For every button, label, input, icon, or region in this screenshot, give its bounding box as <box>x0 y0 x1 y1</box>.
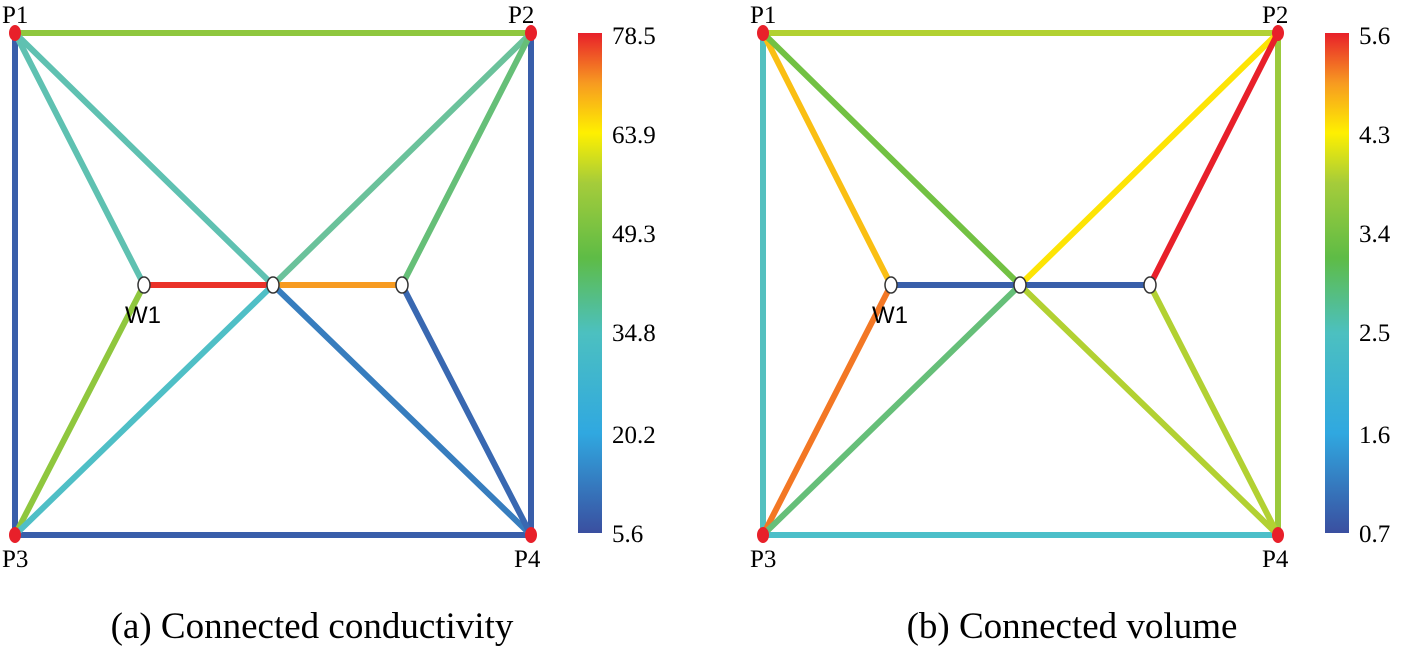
colorbar-a-tick: 20.2 <box>612 422 656 449</box>
junction-node-c <box>1013 276 1027 294</box>
producer-node-p1 <box>9 25 21 41</box>
edge-p1-w1 <box>12 30 147 288</box>
colorbar-b-tick: 2.5 <box>1359 320 1390 347</box>
edge-p1-c <box>760 30 1023 288</box>
colorbar-b-tick: 0.7 <box>1359 521 1390 548</box>
producer-node-p1 <box>757 25 769 41</box>
edge-p2-w2 <box>399 30 534 288</box>
node-label-p3: P3 <box>750 546 776 573</box>
node-label-p1: P1 <box>750 2 776 29</box>
colorbar-b-tick: 4.3 <box>1359 122 1390 149</box>
edges-a <box>12 30 534 538</box>
colorbar-a-tick: 5.6 <box>612 521 643 548</box>
colorbar-b-tick: 3.4 <box>1359 221 1391 248</box>
node-label-p3: P3 <box>2 546 28 573</box>
colorbar-a-tick: 78.5 <box>612 23 656 50</box>
junction-node-c <box>266 276 280 294</box>
colorbar-a <box>578 33 602 533</box>
colorbar-b-tick: 1.6 <box>1359 422 1390 449</box>
edge-p3-w1 <box>12 282 147 538</box>
well-label-w1: W1 <box>125 302 161 329</box>
panel-a: P1 P2 P3 P4 W1 78.5 63.9 49.3 34.8 20.2 … <box>2 2 656 647</box>
edges-b <box>760 30 1281 538</box>
colorbar-a-tick: 49.3 <box>612 221 656 248</box>
node-label-p4: P4 <box>1262 546 1289 573</box>
edge-p3-c <box>12 282 276 538</box>
producer-node-p2 <box>1272 25 1284 41</box>
edge-p3-w1 <box>760 282 894 538</box>
colorbar-a-tick: 63.9 <box>612 122 656 149</box>
colorbar-a-tick: 34.8 <box>612 320 656 347</box>
caption-a: (a) Connected conductivity <box>111 606 514 647</box>
producer-node-p4 <box>525 527 537 543</box>
junction-node-w1 <box>884 276 898 294</box>
colorbar-b-tick: 5.6 <box>1359 23 1390 50</box>
producer-node-p3 <box>757 527 769 543</box>
edge-p1-w1 <box>760 30 894 288</box>
node-label-p2: P2 <box>508 2 534 29</box>
edge-p1-c <box>12 30 276 288</box>
caption-b: (b) Connected volume <box>907 606 1238 647</box>
edge-w2-p4 <box>399 282 534 538</box>
edge-p3-c <box>760 282 1023 538</box>
edge-w2-p4 <box>1147 282 1281 538</box>
edge-p2-c <box>1017 30 1281 288</box>
junction-node-w2 <box>1143 276 1157 294</box>
producer-node-p2 <box>525 25 537 41</box>
node-label-p1: P1 <box>2 2 28 29</box>
nodes-b <box>757 25 1284 543</box>
edge-c-p4 <box>270 282 534 538</box>
nodes-a <box>9 25 537 543</box>
edge-p2-c <box>270 30 534 288</box>
edge-p2-w2 <box>1147 30 1281 288</box>
junction-node-w1 <box>137 276 151 294</box>
producer-node-p3 <box>9 527 21 543</box>
edge-c-p4 <box>1017 282 1281 538</box>
producer-node-p4 <box>1272 527 1284 543</box>
junction-node-w2 <box>395 276 409 294</box>
colorbar-b <box>1325 33 1349 533</box>
well-label-w1: W1 <box>872 302 908 329</box>
node-label-p2: P2 <box>1262 2 1288 29</box>
node-label-p4: P4 <box>514 546 541 573</box>
panel-b: P1 P2 P3 P4 W1 5.6 4.3 3.4 2.5 1.6 0.7 (… <box>750 2 1391 647</box>
